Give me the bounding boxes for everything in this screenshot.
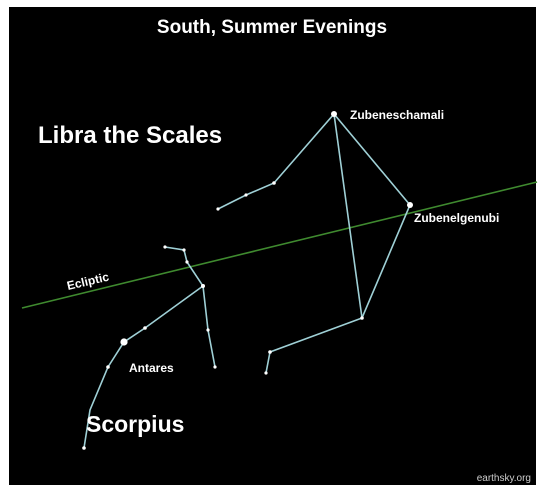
- star-label: Antares: [129, 361, 174, 375]
- star: [185, 260, 189, 264]
- scorpius-lines: [83, 246, 216, 449]
- constellation-label: Scorpius: [86, 411, 184, 437]
- star: [268, 350, 272, 354]
- libra-line: [333, 113, 363, 319]
- star: [264, 371, 268, 375]
- star: [163, 245, 167, 249]
- star: [106, 365, 110, 369]
- star: [120, 338, 128, 346]
- star: [82, 446, 86, 450]
- star: [182, 248, 186, 252]
- star: [244, 193, 248, 197]
- libra-outline: [217, 112, 411, 374]
- libra-lines: [217, 112, 411, 374]
- star: [272, 181, 276, 185]
- star: [201, 284, 205, 288]
- constellation-label: Libra the Scales: [38, 122, 222, 149]
- star: [331, 111, 337, 117]
- stars: [82, 111, 413, 450]
- credit: earthsky.org: [477, 473, 531, 484]
- ecliptic-line: [21, 181, 538, 309]
- star: [216, 207, 220, 211]
- star: [213, 365, 217, 369]
- scorpius-claws: [164, 246, 216, 368]
- star-label: Zubeneschamali: [350, 108, 444, 122]
- star: [360, 316, 364, 320]
- title: South, Summer Evenings: [157, 17, 387, 38]
- star: [206, 328, 210, 332]
- star-label: Zubenelgenubi: [414, 211, 499, 225]
- star: [407, 202, 413, 208]
- star: [143, 326, 147, 330]
- scorpius-body: [83, 285, 204, 449]
